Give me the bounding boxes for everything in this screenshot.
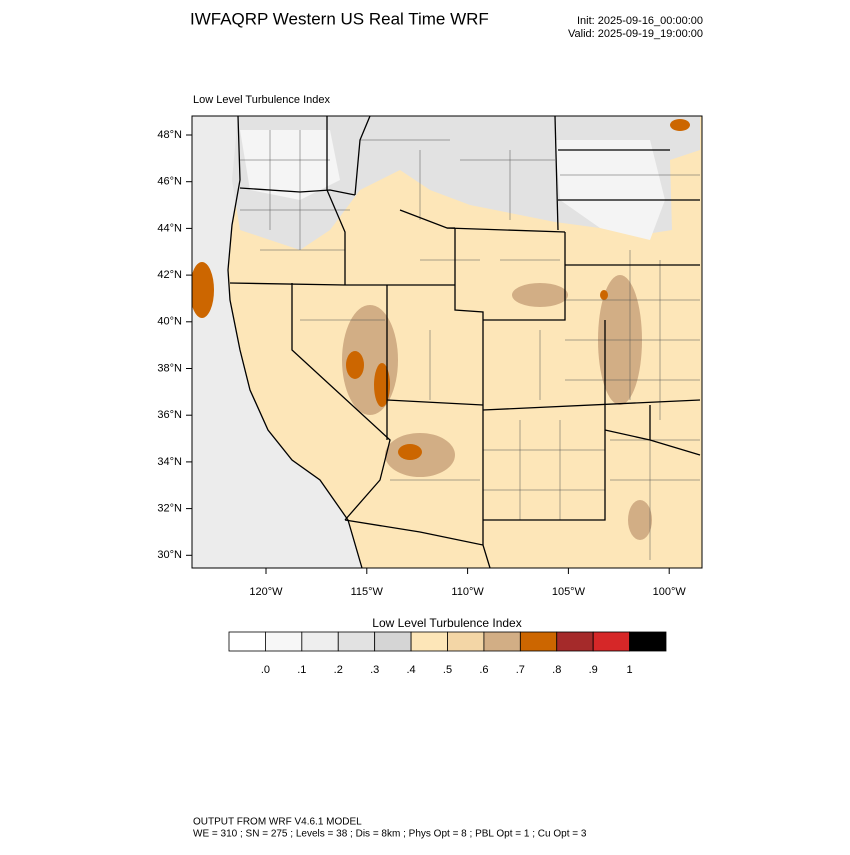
lon-label: 115°W <box>351 586 384 598</box>
colorbar-label: .9 <box>589 664 598 676</box>
colorbar-box <box>410 631 448 652</box>
colorbar-box <box>228 631 266 652</box>
colorbar-label: .1 <box>297 664 306 676</box>
map-frame <box>191 115 703 569</box>
lat-label: 34°N <box>157 456 182 468</box>
colorbar-label: .0 <box>261 664 270 676</box>
colorbar-label: .6 <box>479 664 488 676</box>
lon-label: 110°W <box>451 586 484 598</box>
colorbar-box <box>629 631 667 652</box>
lat-label: 48°N <box>157 129 182 141</box>
colorbar-label: 1 <box>627 664 633 676</box>
title: IWFAQRP Western US Real Time WRF <box>190 9 489 28</box>
colorbar-box <box>374 631 412 652</box>
county-lines <box>240 130 700 560</box>
very-low-area <box>555 140 665 240</box>
ocean <box>192 116 362 568</box>
colorbar-box <box>447 631 485 652</box>
colorbar-box <box>337 631 376 652</box>
high-area <box>192 262 214 318</box>
axes: 48°N 46°N 44°N 42°N 40°N 38°N 36°N 34°N 32°N 30°N… <box>157 129 686 598</box>
moderate-area <box>628 500 652 540</box>
lat-label: 32°N <box>157 503 182 515</box>
footer-line: OUTPUT FROM WRF V4.6.1 MODEL <box>193 817 362 828</box>
valid-time: Valid: 2025-09-19_19:00:00 <box>568 28 703 40</box>
colorbar: .0 .1 .2 .3 .4 .5 .6 .7 .8 .9 1 <box>228 631 667 676</box>
colorbar-box <box>592 631 630 652</box>
init-time: Init: 2025-09-16_00:00:00 <box>577 15 703 27</box>
lat-label: 30°N <box>157 549 182 561</box>
colorbar-label: .3 <box>370 664 379 676</box>
high-area <box>670 119 690 131</box>
lon-label: 100°W <box>653 586 687 598</box>
high-area <box>374 363 390 407</box>
lon-label: 120°W <box>249 586 283 598</box>
lat-label: 38°N <box>157 362 182 374</box>
colorbar-box <box>483 631 521 652</box>
high-area <box>600 290 608 300</box>
colorbar-label: .5 <box>443 664 452 676</box>
colorbar-label: .2 <box>334 664 343 676</box>
lon-label: 105°W <box>552 586 586 598</box>
colorbar-box <box>265 631 303 652</box>
map-label: Low Level Turbulence Index <box>193 94 330 106</box>
colorbar-box <box>301 631 339 652</box>
colorbar-box <box>519 631 558 652</box>
lat-label: 36°N <box>157 409 182 421</box>
high-area <box>398 444 422 460</box>
high-area <box>346 351 364 379</box>
lat-label: 42°N <box>157 269 182 281</box>
lat-label: 40°N <box>157 316 182 328</box>
very-low-area <box>240 130 340 200</box>
colorbar-box <box>556 631 594 652</box>
lat-label: 44°N <box>157 222 182 234</box>
colorbar-title: Low Level Turbulence Index <box>372 616 521 630</box>
state-boundaries <box>227 116 701 568</box>
map-area <box>192 116 702 568</box>
colorbar-label: .7 <box>516 664 525 676</box>
moderate-area <box>512 283 568 307</box>
colorbar-label: .8 <box>552 664 561 676</box>
footer-line: WE = 310 ; SN = 275 ; Levels = 38 ; Dis … <box>193 829 587 840</box>
lat-label: 46°N <box>157 176 182 188</box>
colorbar-label: .4 <box>406 664 415 676</box>
